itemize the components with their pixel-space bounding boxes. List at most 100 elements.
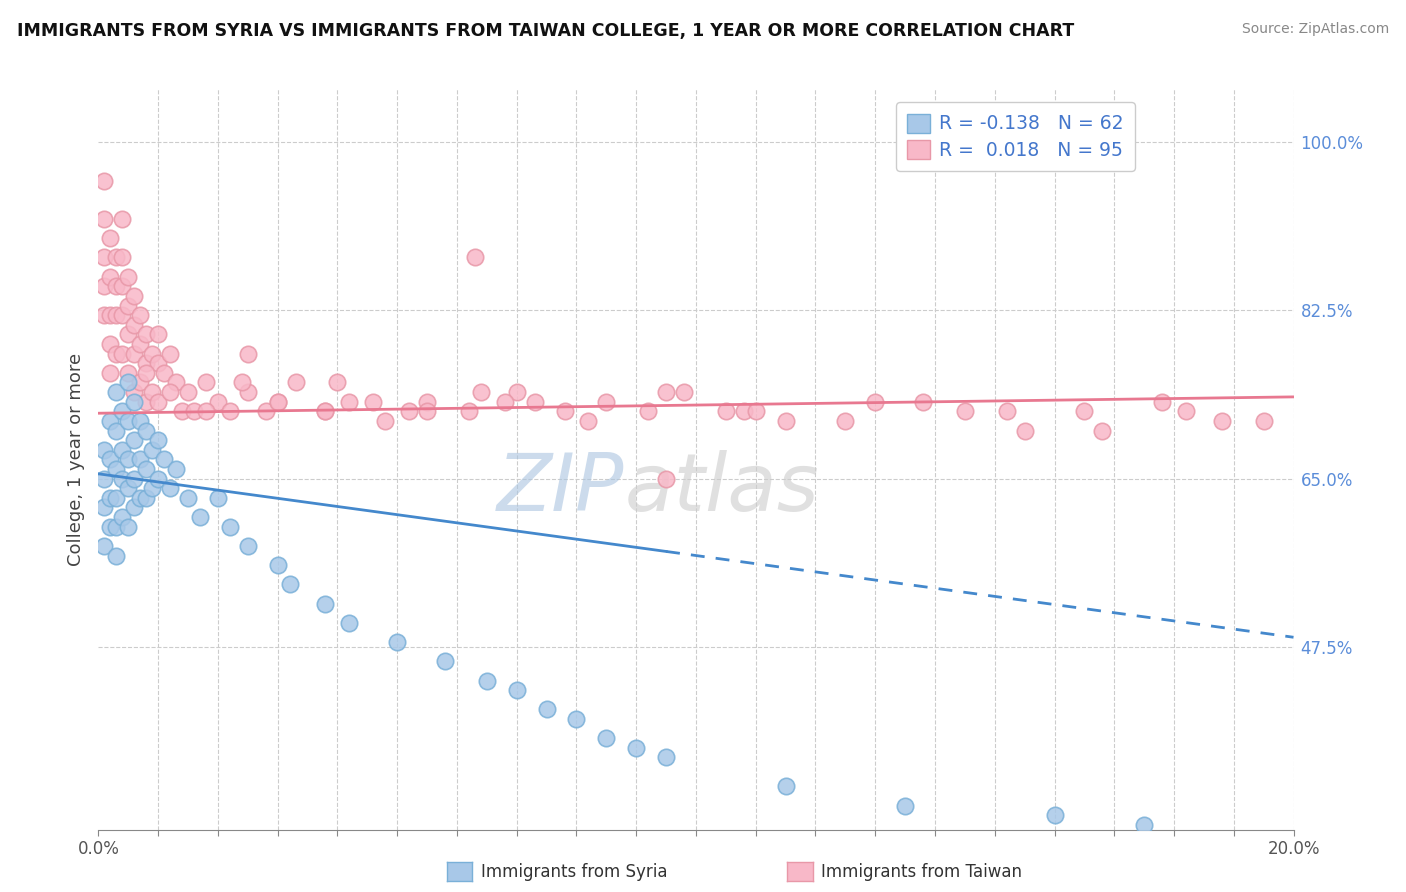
Point — [1073, 404, 1095, 418]
Point — [363, 394, 385, 409]
Point — [117, 366, 139, 380]
Point — [416, 394, 439, 409]
Point — [464, 251, 486, 265]
Text: Source: ZipAtlas.com: Source: ZipAtlas.com — [1241, 22, 1389, 37]
Point — [124, 318, 146, 332]
Point — [733, 404, 755, 418]
Point — [595, 394, 617, 409]
Point — [172, 404, 194, 418]
Point — [159, 346, 181, 360]
Point — [111, 308, 134, 322]
Point — [111, 442, 134, 457]
Point — [129, 376, 152, 390]
Point — [637, 404, 659, 418]
Point — [105, 491, 128, 505]
Text: atlas: atlas — [624, 450, 820, 528]
Point — [105, 346, 128, 360]
Point — [117, 376, 139, 390]
Point — [117, 452, 139, 467]
Point — [673, 385, 696, 400]
Point — [93, 251, 115, 265]
Point — [111, 472, 134, 486]
Point — [141, 385, 163, 400]
Point — [117, 481, 139, 495]
Point — [536, 702, 558, 716]
Point — [207, 491, 229, 505]
Point — [374, 414, 396, 428]
Point — [1043, 808, 1066, 822]
Point — [595, 731, 617, 746]
Point — [98, 231, 122, 245]
Point — [236, 385, 259, 400]
Point — [775, 414, 797, 428]
Point — [98, 337, 122, 351]
Point — [117, 269, 139, 284]
Point — [148, 394, 170, 409]
Point — [506, 683, 529, 698]
Point — [912, 394, 935, 409]
Point — [105, 519, 128, 533]
Point — [124, 394, 146, 409]
Point — [565, 712, 588, 726]
Point — [177, 385, 200, 400]
Point — [626, 740, 648, 755]
Point — [148, 472, 170, 486]
Point — [129, 491, 152, 505]
Point — [195, 376, 218, 390]
Point — [98, 269, 122, 284]
Point — [775, 779, 797, 793]
Point — [124, 346, 146, 360]
Point — [105, 308, 128, 322]
Point — [124, 289, 146, 303]
Point — [93, 308, 115, 322]
Point — [148, 327, 170, 342]
Point — [953, 404, 976, 418]
Point — [1014, 424, 1036, 438]
Point — [1253, 414, 1275, 428]
Point — [135, 356, 157, 370]
Point — [129, 308, 152, 322]
Point — [153, 366, 176, 380]
Point — [188, 510, 211, 524]
Point — [111, 346, 134, 360]
Point — [117, 519, 139, 533]
Point — [124, 385, 146, 400]
Point — [141, 442, 163, 457]
Point — [153, 452, 176, 467]
Point — [523, 394, 546, 409]
Point — [655, 750, 678, 764]
Point — [865, 394, 887, 409]
Point — [219, 519, 242, 533]
Point — [141, 481, 163, 495]
Point — [207, 394, 229, 409]
Point — [183, 404, 205, 418]
Point — [98, 491, 122, 505]
Point — [135, 462, 157, 476]
Point — [578, 414, 600, 428]
Point — [117, 299, 139, 313]
Point — [714, 404, 737, 418]
Point — [339, 394, 361, 409]
Point — [165, 462, 187, 476]
Point — [111, 510, 134, 524]
Text: Immigrants from Syria: Immigrants from Syria — [481, 863, 668, 881]
Point — [148, 433, 170, 447]
Point — [1175, 404, 1198, 418]
Point — [124, 472, 146, 486]
Point — [105, 462, 128, 476]
Point — [135, 424, 157, 438]
Point — [494, 394, 516, 409]
Point — [105, 549, 128, 563]
Point — [470, 385, 492, 400]
Point — [278, 577, 301, 591]
Point — [93, 472, 115, 486]
Point — [117, 327, 139, 342]
Y-axis label: College, 1 year or more: College, 1 year or more — [66, 353, 84, 566]
Point — [655, 472, 678, 486]
Point — [267, 394, 290, 409]
Point — [135, 394, 157, 409]
Point — [105, 279, 128, 293]
Point — [554, 404, 576, 418]
Point — [315, 404, 337, 418]
Point — [655, 385, 678, 400]
